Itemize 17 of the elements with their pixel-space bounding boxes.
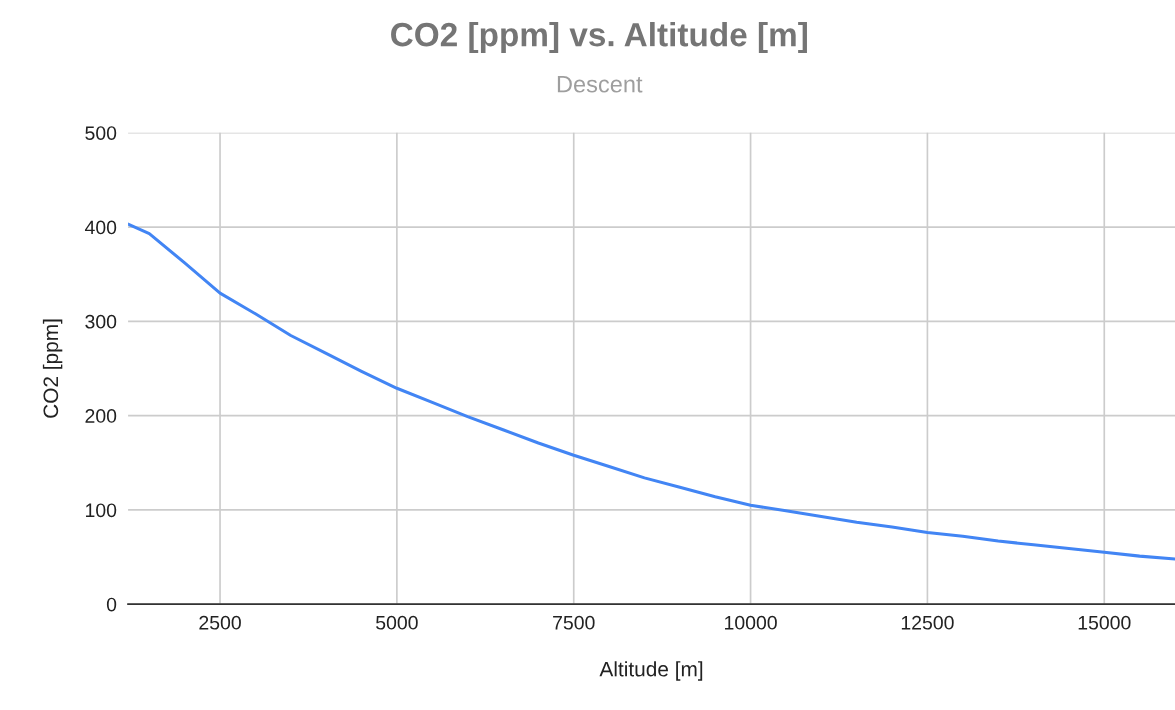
x-tick-label: 15000	[1078, 615, 1131, 630]
y-tick-label: 500	[85, 126, 117, 141]
y-tick-label: 300	[85, 314, 117, 329]
x-tick-label: 10000	[725, 615, 777, 630]
chart-subtitle: Descent	[557, 76, 643, 93]
y-axis-title: CO2 [ppm]	[42, 319, 63, 418]
y-tick-label: 200	[85, 409, 117, 423]
x-tick-label: 5000	[376, 615, 418, 630]
y-tick-label: 100	[86, 503, 117, 518]
x-tick-label: 2500	[199, 615, 241, 630]
line-series	[128, 222, 1175, 561]
x-tick-label: 12500	[901, 615, 954, 630]
y-tick-label: 400	[84, 220, 117, 235]
y-tick-label: 0	[106, 597, 117, 612]
chart-title: CO2 [ppm] vs. Altitude [m]	[391, 21, 807, 54]
x-tick-label: 7500	[553, 615, 595, 630]
x-axis-title: Altitude [m]	[599, 661, 703, 681]
